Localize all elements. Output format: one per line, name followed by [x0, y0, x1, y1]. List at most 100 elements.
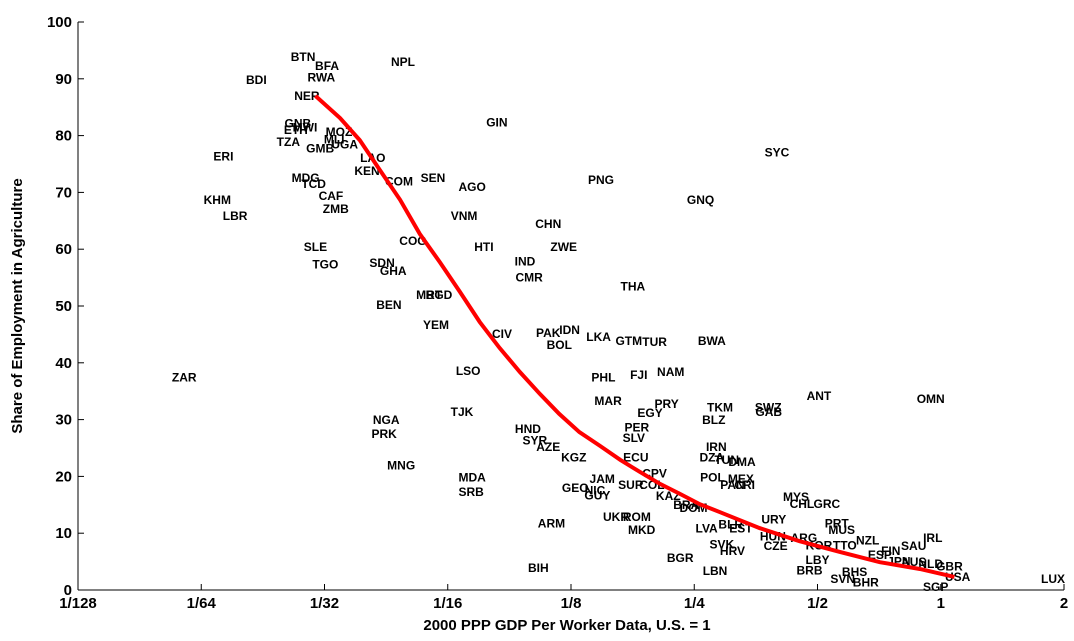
- country-point: GMB: [306, 141, 334, 155]
- country-point: TZA: [277, 135, 301, 149]
- x-tick-label: 2: [1060, 595, 1068, 612]
- country-point: IRN: [706, 440, 727, 454]
- country-point: MLI: [324, 132, 345, 146]
- country-point: GIN: [486, 115, 507, 129]
- country-point: BHR: [853, 575, 879, 589]
- country-point: BDI: [246, 73, 267, 87]
- country-point: ARM: [538, 516, 565, 530]
- x-axis-label: 2000 PPP GDP Per Worker Data, U.S. = 1: [423, 617, 710, 634]
- country-point: GEO: [562, 481, 589, 495]
- country-point: MNG: [387, 458, 415, 472]
- country-point: VNM: [451, 209, 478, 223]
- country-point: PRK: [371, 427, 397, 441]
- country-point: PHL: [591, 370, 615, 384]
- country-point: GBR: [936, 559, 963, 573]
- country-point: MAR: [594, 394, 622, 408]
- country-point: POL: [700, 470, 725, 484]
- country-point: ANT: [807, 389, 832, 403]
- country-point: KEN: [354, 164, 379, 178]
- country-point: NIC: [585, 483, 606, 497]
- country-point: ROM: [623, 510, 651, 524]
- country-point: ZMB: [323, 202, 349, 216]
- country-point: PRY: [654, 397, 678, 411]
- country-point: NER: [294, 89, 320, 103]
- country-point: CHN: [535, 217, 561, 231]
- country-point: CMR: [516, 270, 544, 284]
- country-point: DZA: [700, 450, 725, 464]
- country-point: CZE: [764, 539, 788, 553]
- country-point: PAN: [720, 478, 744, 492]
- country-point: ETH: [284, 123, 308, 137]
- country-point: SAU: [901, 539, 926, 553]
- country-point: TKM: [707, 400, 733, 414]
- country-point: SYR: [522, 433, 547, 447]
- x-tick-label: 1/64: [187, 595, 217, 612]
- country-point: OMN: [917, 392, 945, 406]
- country-point: NPL: [391, 55, 415, 69]
- country-point: PAK: [536, 326, 561, 340]
- country-point: NGA: [373, 413, 400, 427]
- y-tick-label: 60: [55, 241, 72, 258]
- country-point: LUX: [1041, 572, 1065, 586]
- x-tick-label: 1/2: [807, 595, 828, 612]
- country-point: SLE: [304, 240, 327, 254]
- country-point: GNQ: [687, 193, 714, 207]
- country-point: MOZ: [326, 125, 353, 139]
- country-point: HTI: [474, 240, 493, 254]
- country-point: BRB: [796, 563, 822, 577]
- country-point: CAF: [319, 189, 344, 203]
- country-point: LBY: [806, 553, 830, 567]
- country-point: ERI: [213, 149, 233, 163]
- country-point: SDN: [369, 256, 394, 270]
- country-point: NLD: [918, 557, 943, 571]
- country-point: BHS: [842, 565, 867, 579]
- country-point: IDN: [559, 323, 580, 337]
- country-point: FJI: [630, 368, 647, 382]
- country-point: BGR: [667, 551, 694, 565]
- country-point: TCD: [301, 177, 326, 191]
- country-point: USA: [945, 570, 971, 584]
- country-point: TUR: [642, 335, 667, 349]
- country-point: IND: [515, 254, 536, 268]
- country-point: CHL: [790, 497, 815, 511]
- country-point: SUR: [618, 478, 644, 492]
- country-point: URY: [761, 512, 786, 526]
- y-tick-label: 50: [55, 298, 72, 315]
- country-point: GRC: [814, 497, 841, 511]
- country-point: GTM: [615, 334, 642, 348]
- country-point: TJK: [451, 405, 474, 419]
- country-point: AZE: [536, 440, 560, 454]
- country-point: PNG: [588, 173, 614, 187]
- country-point: SGP: [923, 580, 948, 594]
- country-point: THA: [621, 279, 646, 293]
- y-axis-label: Share of Employment in Agriculture: [9, 178, 26, 433]
- country-point: TUN: [714, 453, 739, 467]
- x-tick-label: 1/8: [561, 595, 582, 612]
- y-tick-label: 90: [55, 71, 72, 88]
- country-point: HND: [515, 422, 541, 436]
- country-point: MEX: [728, 472, 754, 486]
- country-point: DMA: [728, 455, 756, 469]
- country-point: BTN: [291, 50, 316, 64]
- country-point: MKD: [628, 523, 656, 537]
- country-point: GHA: [380, 264, 407, 278]
- country-point: LBR: [223, 209, 248, 223]
- y-tick-label: 80: [55, 128, 72, 145]
- country-point: FIN: [881, 544, 900, 558]
- x-tick-label: 1/32: [310, 595, 339, 612]
- country-point: BLZ: [702, 413, 725, 427]
- country-point: SVN: [830, 572, 855, 586]
- country-point: MYS: [783, 490, 809, 504]
- x-tick-label: 1: [937, 595, 945, 612]
- y-tick-label: 20: [55, 468, 72, 485]
- country-point: RWA: [307, 70, 335, 84]
- country-point: GNB: [285, 116, 312, 130]
- y-tick-label: 70: [55, 184, 72, 201]
- country-point: TTO: [833, 538, 857, 552]
- country-point: PER: [624, 420, 649, 434]
- country-point: KGZ: [561, 450, 586, 464]
- country-point: IRL: [923, 531, 942, 545]
- country-point: HRV: [720, 544, 745, 558]
- country-point: SVK: [710, 537, 735, 551]
